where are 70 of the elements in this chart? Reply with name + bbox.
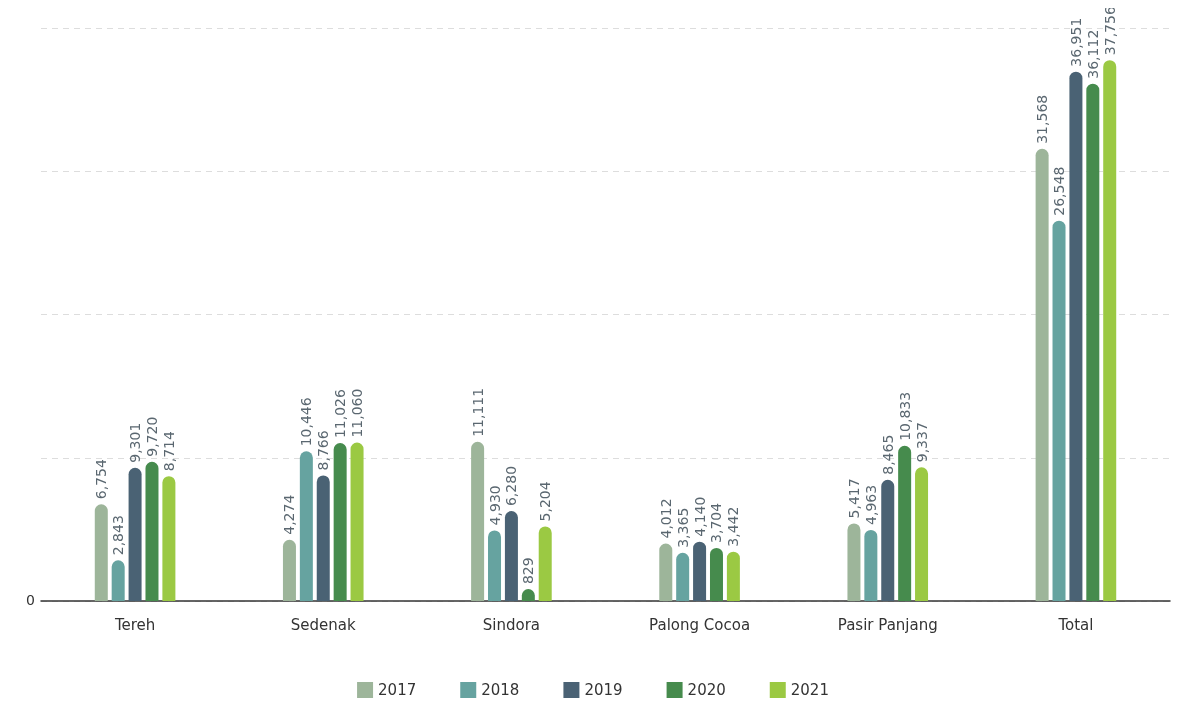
bar bbox=[471, 441, 485, 601]
data-label: 10,833 bbox=[896, 391, 913, 441]
legend-label: 2018 bbox=[481, 681, 520, 699]
data-label: 4,140 bbox=[691, 496, 708, 537]
bar bbox=[1103, 60, 1117, 601]
bar bbox=[864, 529, 878, 601]
bar bbox=[1086, 83, 1100, 601]
bar bbox=[538, 526, 552, 601]
bar bbox=[1069, 71, 1083, 601]
x-tick-label: Palong Cocoa bbox=[649, 615, 751, 634]
bar bbox=[94, 504, 108, 601]
bar bbox=[693, 541, 707, 601]
bar bbox=[676, 552, 690, 601]
legend-label: 2017 bbox=[378, 681, 417, 699]
bar bbox=[847, 523, 861, 601]
data-label: 8,714 bbox=[160, 431, 177, 472]
bar bbox=[726, 551, 740, 601]
data-label: 11,060 bbox=[349, 388, 366, 438]
data-label: 8,766 bbox=[315, 430, 332, 471]
bar bbox=[162, 476, 176, 601]
data-label: 829 bbox=[520, 557, 537, 585]
bar bbox=[316, 475, 330, 601]
bar bbox=[333, 443, 347, 601]
data-label: 3,365 bbox=[674, 507, 691, 548]
bar bbox=[1052, 220, 1066, 601]
bar bbox=[915, 467, 929, 601]
data-label: 26,548 bbox=[1051, 166, 1068, 216]
x-tick-label: Sindora bbox=[482, 615, 541, 634]
bar bbox=[282, 539, 296, 601]
bar bbox=[659, 543, 673, 601]
data-label: 10,446 bbox=[298, 397, 315, 447]
x-tick-label: Tereh bbox=[113, 615, 156, 634]
data-label: 36,112 bbox=[1084, 29, 1101, 79]
data-label: 31,568 bbox=[1034, 94, 1051, 144]
bar bbox=[709, 547, 723, 601]
bar bbox=[1035, 148, 1049, 601]
data-label: 3,704 bbox=[708, 502, 725, 543]
data-label: 9,337 bbox=[913, 422, 930, 463]
data-label: 9,720 bbox=[143, 416, 160, 457]
data-label: 4,930 bbox=[486, 485, 503, 526]
bar bbox=[881, 479, 895, 601]
text: 0 bbox=[26, 592, 36, 608]
bar bbox=[898, 445, 912, 601]
x-tick-label: Total bbox=[1057, 615, 1094, 634]
bar bbox=[504, 511, 518, 601]
bar bbox=[145, 461, 159, 601]
legend-label: 2021 bbox=[790, 681, 829, 699]
data-label: 6,754 bbox=[93, 459, 110, 500]
data-label: 5,204 bbox=[537, 481, 554, 522]
data-label: 9,301 bbox=[127, 422, 144, 463]
bar bbox=[111, 560, 125, 601]
bar bbox=[299, 451, 313, 601]
legend-label: 2020 bbox=[687, 681, 726, 699]
bar bbox=[488, 530, 502, 601]
data-label: 2,843 bbox=[110, 515, 127, 556]
data-label: 3,442 bbox=[725, 506, 742, 547]
data-label: 36,951 bbox=[1067, 17, 1084, 67]
data-label: 6,280 bbox=[503, 465, 520, 507]
data-label: 4,012 bbox=[657, 498, 674, 539]
data-label: 11,026 bbox=[332, 388, 349, 439]
bar bbox=[350, 442, 364, 601]
data-label: 11,111 bbox=[469, 387, 486, 437]
bar bbox=[128, 467, 142, 601]
data-label: 4,274 bbox=[281, 494, 298, 535]
data-label: 5,417 bbox=[845, 478, 862, 519]
x-tick-label: Sedenak bbox=[290, 615, 356, 634]
x-tick-label: Pasir Panjang bbox=[837, 615, 938, 634]
data-label: 4,963 bbox=[862, 484, 879, 525]
legend-label: 2019 bbox=[584, 681, 623, 699]
data-label: 8,465 bbox=[879, 434, 896, 475]
